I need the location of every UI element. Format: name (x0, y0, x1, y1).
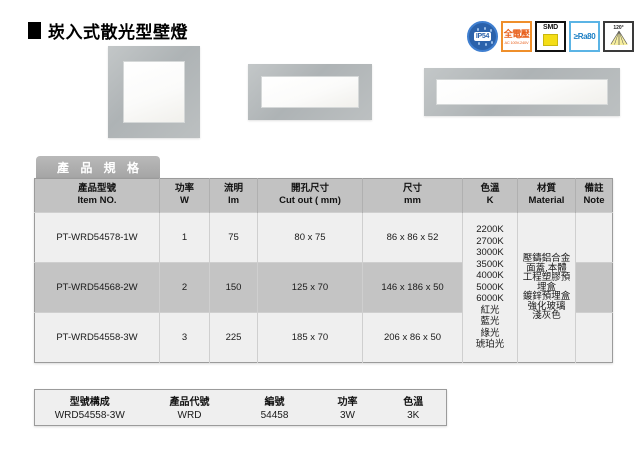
spec-tab-label: 產 品 規 格 (56, 160, 143, 175)
page-header: 崁入式散光型壁燈 (28, 18, 188, 43)
rectangular-recessed-wall-light-large (424, 68, 620, 116)
cell-cut-out: 185 x 70 (257, 312, 363, 363)
col-header-color-temperature: 色溫 K (462, 178, 518, 213)
col-header-watt: 功率 W (159, 178, 210, 213)
cell-size: 206 x 86 x 50 (362, 312, 463, 363)
product-images (0, 44, 640, 144)
col-header-size: 尺寸 mm (362, 178, 463, 213)
full-voltage-label: 全電壓 (503, 28, 530, 39)
diffuser-panel (436, 79, 608, 105)
cell-color-temperature: 2200K 2700K 3000K 3500K 4000K 5000K 6000K 紅光 藍光綠… (462, 212, 518, 363)
cell-watt: 2 (159, 262, 210, 313)
cell-lumen: 75 (209, 212, 258, 263)
model-value-serial: 54458 (260, 410, 289, 421)
table-row: PT-WRD54558-3W 3 225 185 x 70 206 x 86 x… (34, 312, 613, 363)
model-value-color-temperature: 3K (407, 410, 420, 421)
smd-label: SMD (543, 24, 558, 31)
model-header-row: 型號構成 產品代號 編號 功率 色溫 (35, 390, 447, 410)
cell-watt: 3 (159, 312, 210, 363)
model-col-header-product-code: 產品代號 (169, 397, 210, 408)
full-voltage-icon: 全電壓 AC 100V-240V (501, 21, 532, 52)
ip54-label: IP54 (473, 32, 492, 41)
cell-item-no: PT-WRD54568-2W (34, 262, 160, 313)
cell-note (575, 312, 613, 363)
cell-lumen: 225 (209, 312, 258, 363)
model-col-header-color-temperature: 色溫 (403, 397, 424, 408)
col-header-material: 材質 Material (517, 178, 576, 213)
beam-angle-label: 120° (613, 25, 624, 31)
page-title: 崁入式散光型壁燈 (48, 23, 188, 42)
cell-size: 86 x 86 x 52 (362, 212, 463, 263)
model-col-header-serial: 編號 (264, 397, 285, 408)
model-value-row: WRD54558-3W WRD 54458 3W 3K (35, 409, 447, 426)
model-value-product-code: WRD (177, 410, 202, 421)
cell-lumen: 150 (209, 262, 258, 313)
model-code-table: 型號構成 產品代號 編號 功率 色溫 WRD54558-3W WRD 54458… (34, 389, 447, 426)
rectangular-recessed-wall-light-small (248, 64, 372, 120)
title-bullet-icon (28, 22, 41, 39)
table-row: PT-WRD54568-2W 2 150 125 x 70 146 x 186 … (34, 262, 613, 313)
model-col-header-composition: 型號構成 (69, 397, 110, 408)
cell-item-no: PT-WRD54558-3W (34, 312, 160, 363)
col-header-cut-out: 開孔尺寸 Cut out ( mm) (257, 178, 363, 213)
cell-item-no: PT-WRD54578-1W (34, 212, 160, 263)
col-header-item-no: 產品型號 Item NO. (34, 178, 160, 213)
cell-note (575, 262, 613, 313)
smd-chip-icon: SMD (535, 21, 566, 52)
full-voltage-sublabel: AC 100V-240V (504, 39, 529, 45)
cell-cut-out: 80 x 75 (257, 212, 363, 263)
beam-angle-icon: 120° (603, 21, 634, 52)
cell-cut-out: 125 x 70 (257, 262, 363, 313)
ip54-waterproof-icon: IP54 (467, 21, 498, 52)
col-header-lumen: 流明 lm (209, 178, 258, 213)
square-recessed-wall-light (108, 46, 200, 138)
cell-size: 146 x 186 x 50 (362, 262, 463, 313)
spec-section-tab: 產 品 規 格 (36, 156, 160, 178)
cri-label: ≥Ra80 (573, 32, 596, 41)
cell-material: 壓鑄鋁合金面蓋,本體 工程塑膠預埋盒 鍍鋅預埋盒 強化玻璃 淺灰色 (517, 212, 576, 363)
specification-table: 產品型號 Item NO. 功率 W 流明 lm 開孔尺寸 Cut out ( … (34, 178, 613, 363)
model-value-composition: WRD54558-3W (54, 410, 125, 421)
diffuser-panel (123, 61, 185, 123)
beam-angle-rays (610, 30, 628, 45)
model-value-watt: 3W (340, 410, 355, 421)
cell-watt: 1 (159, 212, 210, 263)
certification-badges: IP54 全電壓 AC 100V-240V SMD ≥Ra80 120° (467, 21, 634, 52)
model-col-header-watt: 功率 (337, 397, 358, 408)
cell-note (575, 212, 613, 263)
table-header-row: 產品型號 Item NO. 功率 W 流明 lm 開孔尺寸 Cut out ( … (34, 178, 613, 213)
color-rendering-index-icon: ≥Ra80 (569, 21, 600, 52)
smd-chip-shape (543, 34, 558, 46)
table-row: PT-WRD54578-1W 1 75 80 x 75 86 x 86 x 52… (34, 212, 613, 363)
col-header-note: 備註 Note (575, 178, 613, 213)
diffuser-panel (261, 76, 359, 108)
